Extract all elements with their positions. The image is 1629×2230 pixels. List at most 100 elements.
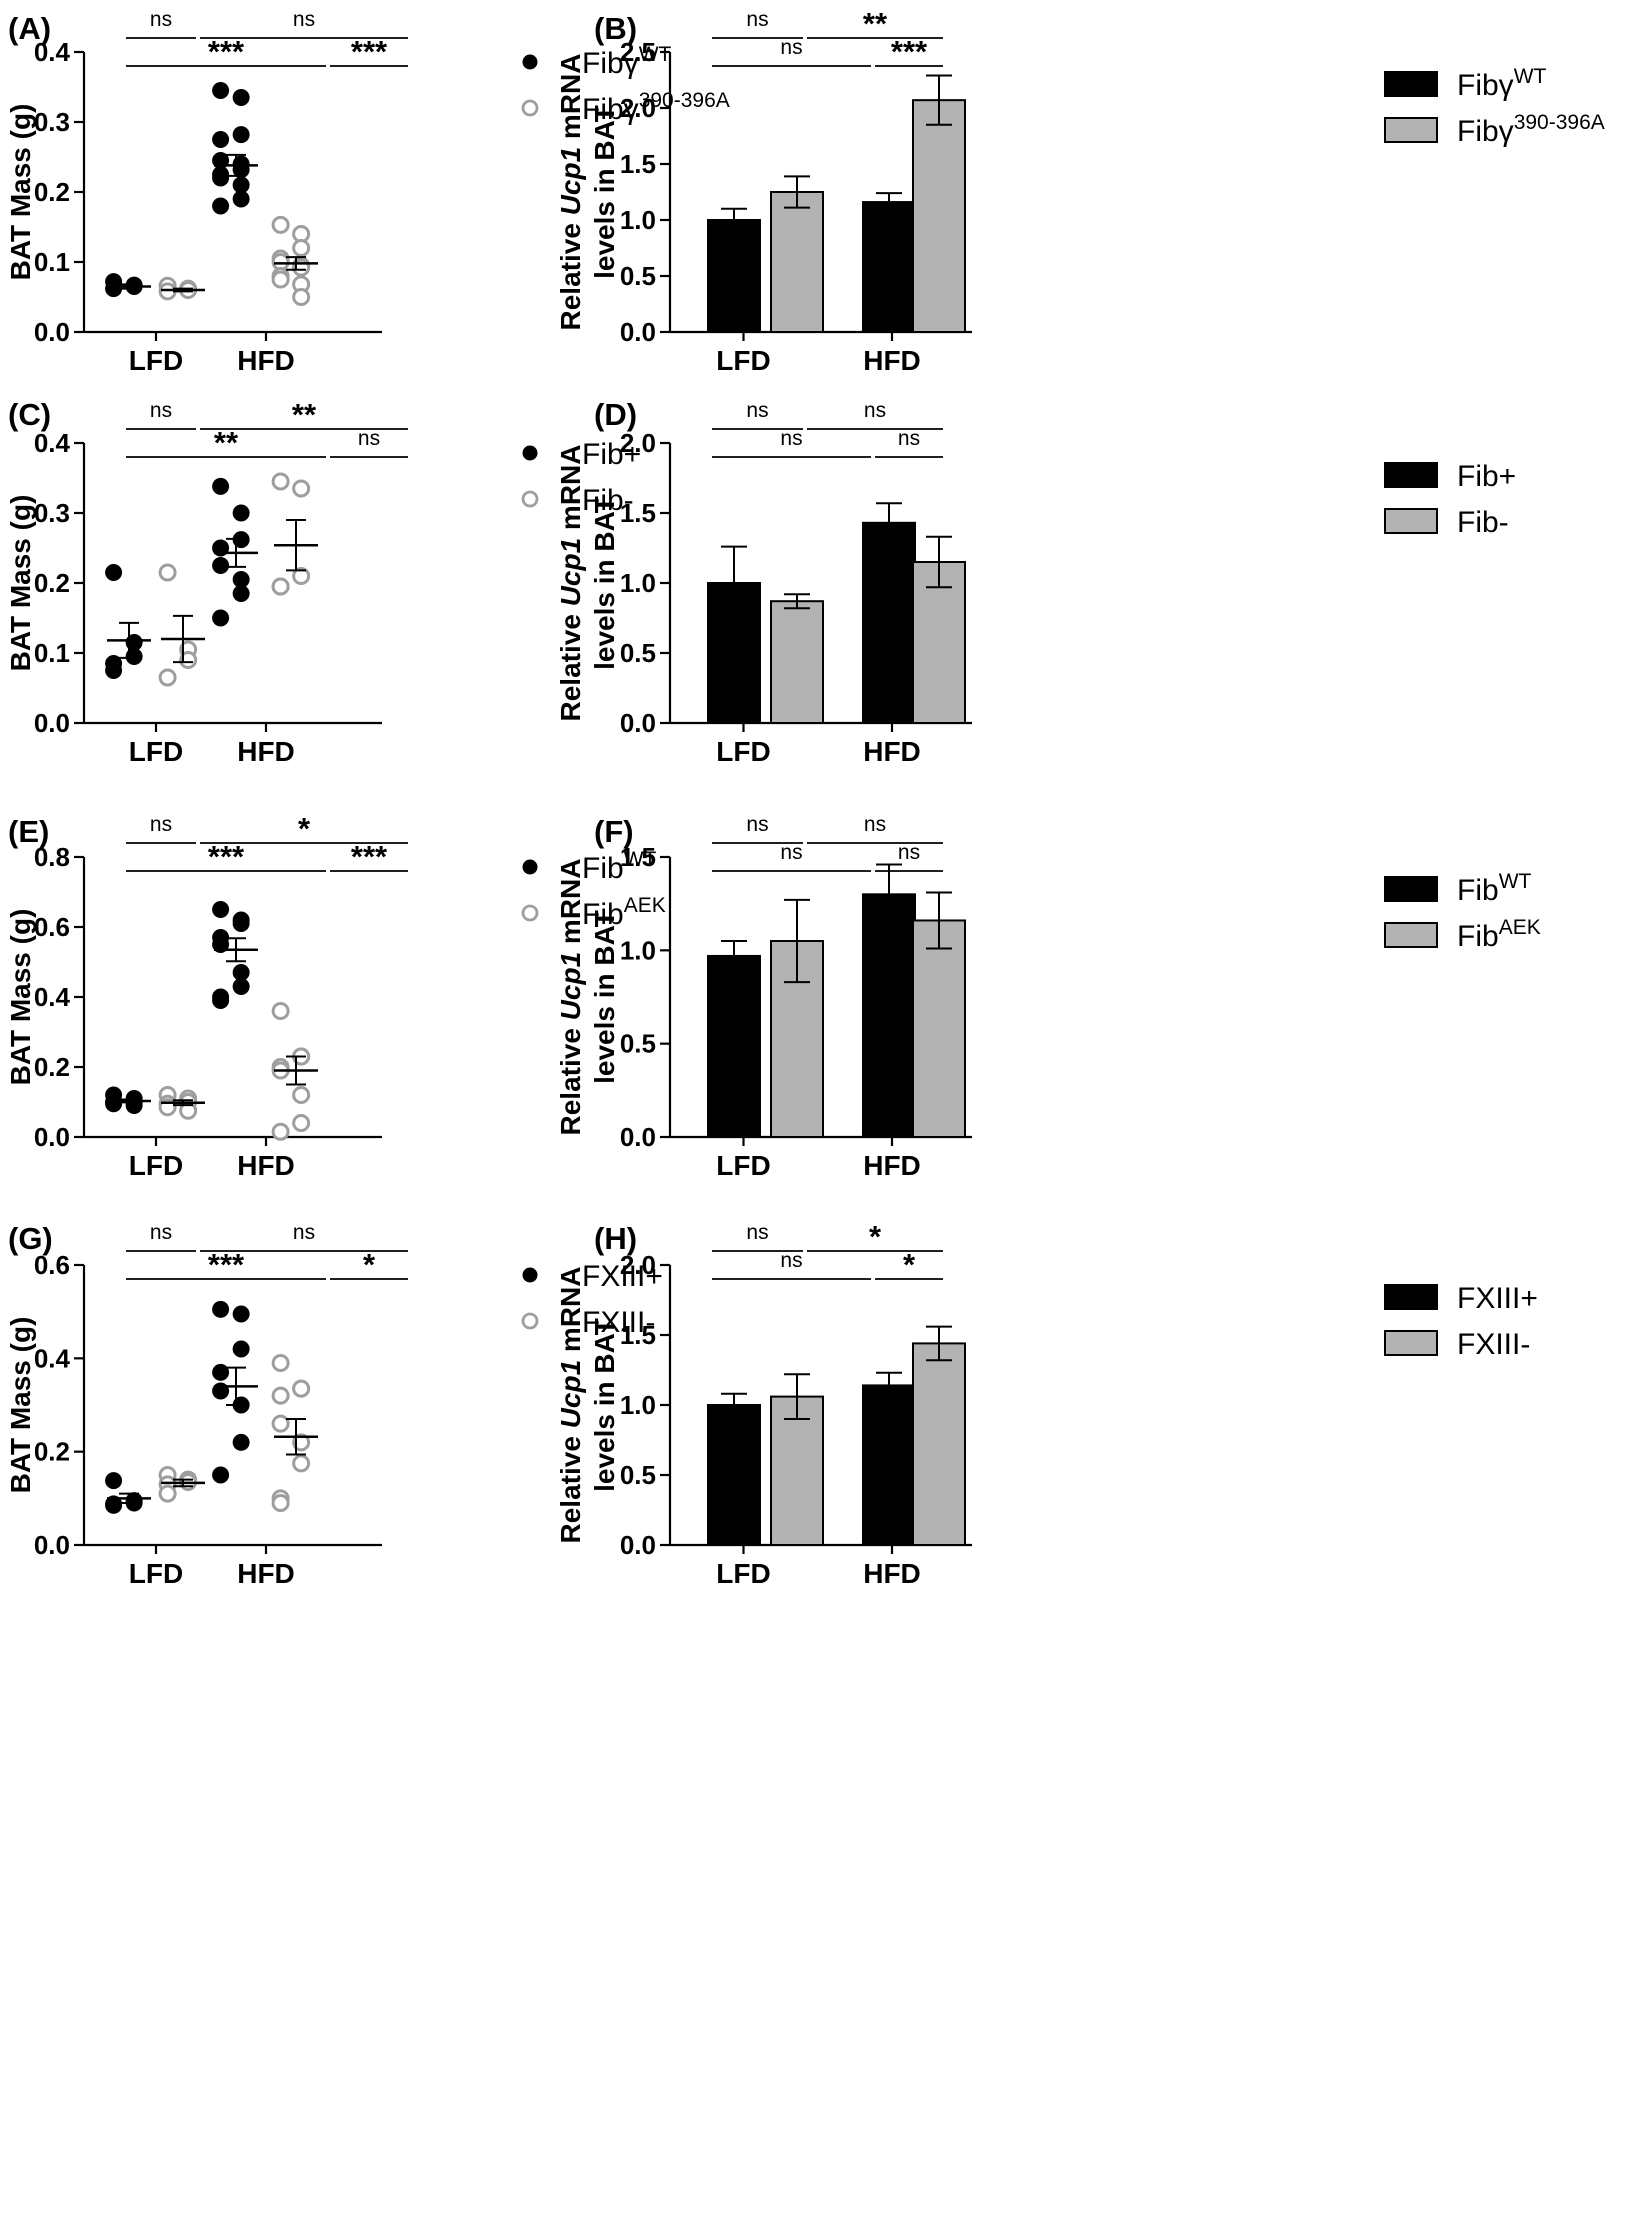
data-point xyxy=(271,577,290,596)
panel-c: (C) BAT Mass (g) 0.0 0.1 0.2 0.3 0.4 LFD HFD ns **… xyxy=(5,397,641,767)
x-tick-label: LFD xyxy=(129,1150,183,1181)
y-axis-label: BAT Mass (g) xyxy=(5,1317,36,1494)
y-axis-label-part: Relative xyxy=(555,606,586,721)
panel-label: (B) xyxy=(594,11,637,46)
legend-entry-sup: 390-396A xyxy=(639,89,730,112)
legend-entry: FXIII- xyxy=(1457,1328,1530,1361)
data-point xyxy=(292,1454,311,1473)
data-point xyxy=(105,280,123,298)
legend-entry-base: FXIII+ xyxy=(1457,1282,1538,1315)
y-axis-label: BAT Mass (g) xyxy=(5,909,36,1086)
bar xyxy=(770,600,824,725)
y-tick-label: 0.4 xyxy=(34,428,71,458)
data-point xyxy=(271,270,290,289)
legend-entry: Fib- xyxy=(582,484,634,517)
y-tick-label: 0.5 xyxy=(620,1460,656,1490)
legend-entry-base: Fib xyxy=(582,898,624,931)
bar xyxy=(912,561,966,724)
significance-label: ** xyxy=(863,6,888,41)
x-tick-label: HFD xyxy=(863,1558,921,1589)
x-tick-label: LFD xyxy=(716,1558,770,1589)
legend-swatch xyxy=(1384,508,1438,534)
y-tick-label: 0.0 xyxy=(620,1122,656,1152)
x-tick-label: HFD xyxy=(237,345,295,376)
data-point xyxy=(158,1484,177,1503)
data-point xyxy=(105,1095,123,1113)
data-point xyxy=(212,557,230,574)
data-point xyxy=(292,567,311,585)
y-axis-label-part: Ucp1 xyxy=(555,147,586,215)
legend-marker xyxy=(521,904,539,922)
data-point xyxy=(232,89,250,106)
data-point xyxy=(105,564,123,581)
data-point xyxy=(292,1086,311,1104)
data-point xyxy=(212,82,230,99)
y-tick-label: 0.0 xyxy=(620,708,656,738)
legend-entry-base: Fibγ xyxy=(1457,115,1514,148)
data-point xyxy=(292,239,311,257)
y-tick-label: 0.2 xyxy=(34,1437,70,1467)
y-tick-label: 1.0 xyxy=(620,1390,656,1420)
panel-label: (A) xyxy=(8,11,51,46)
data-point xyxy=(212,131,230,148)
legend-entry-sup: WT xyxy=(1499,870,1532,893)
data-point xyxy=(212,1300,230,1318)
significance-label: *** xyxy=(208,1247,245,1282)
significance-label: *** xyxy=(351,34,388,69)
legend-swatch xyxy=(1384,1284,1438,1310)
significance-label: ns xyxy=(746,8,768,31)
y-tick-label: 1.5 xyxy=(620,498,656,528)
significance-label: ns xyxy=(780,427,802,450)
y-axis-label-line2: levels in BAT xyxy=(589,1318,620,1492)
y-tick-label: 0.1 xyxy=(34,638,70,668)
legend-entry-base: Fib- xyxy=(1457,506,1509,539)
bar xyxy=(707,219,761,333)
significance-label: ns xyxy=(150,1221,172,1244)
y-tick-label: 0.0 xyxy=(620,1530,656,1560)
significance-label: ns xyxy=(746,399,768,422)
legend-entry: FibAEK xyxy=(1457,916,1541,953)
significance-label: ns xyxy=(898,841,920,864)
legend-swatch xyxy=(1384,71,1438,97)
data-point xyxy=(212,609,230,627)
y-tick-label: 0.0 xyxy=(34,1122,70,1152)
y-tick-label: 0.0 xyxy=(34,708,70,738)
data-point xyxy=(232,964,250,981)
data-point xyxy=(212,992,230,1009)
panel-label: (E) xyxy=(8,814,49,849)
data-point xyxy=(232,978,250,995)
legend-entry-base: Fibγ xyxy=(1457,69,1514,102)
legend-marker xyxy=(521,99,539,117)
data-point xyxy=(292,1433,311,1452)
significance-label: ns xyxy=(780,1249,802,1272)
x-tick-label: LFD xyxy=(129,345,183,376)
panel-label: (F) xyxy=(594,814,634,849)
data-point xyxy=(212,169,230,187)
significance-label: ns xyxy=(293,8,315,31)
data-point xyxy=(212,1363,230,1381)
significance-label: *** xyxy=(208,839,245,874)
y-tick-label: 1.0 xyxy=(620,205,656,235)
x-tick-label: HFD xyxy=(863,345,921,376)
legend-entry: Fibγ390-396A xyxy=(1457,111,1605,148)
significance-label: ns xyxy=(150,8,172,31)
y-tick-label: 0.6 xyxy=(34,912,70,942)
y-tick-label: 0.0 xyxy=(620,317,656,347)
y-axis-label: BAT Mass (g) xyxy=(5,104,36,281)
data-point xyxy=(232,571,250,588)
x-tick-label: LFD xyxy=(129,1558,183,1589)
y-axis-label-line2: levels in BAT xyxy=(589,910,620,1084)
legend-entry: Fib+ xyxy=(1457,460,1516,493)
data-point xyxy=(271,1494,290,1512)
bar xyxy=(770,1395,824,1546)
y-axis-label: BAT Mass (g) xyxy=(5,495,36,672)
legend-entry-base: Fib xyxy=(582,852,624,885)
significance-label: *** xyxy=(208,34,245,69)
y-tick-label: 1.0 xyxy=(620,935,656,965)
legend-entry-base: FXIII+ xyxy=(582,1260,663,1293)
y-axis-label-line1: Relative Ucp1 mRNA xyxy=(555,54,586,331)
